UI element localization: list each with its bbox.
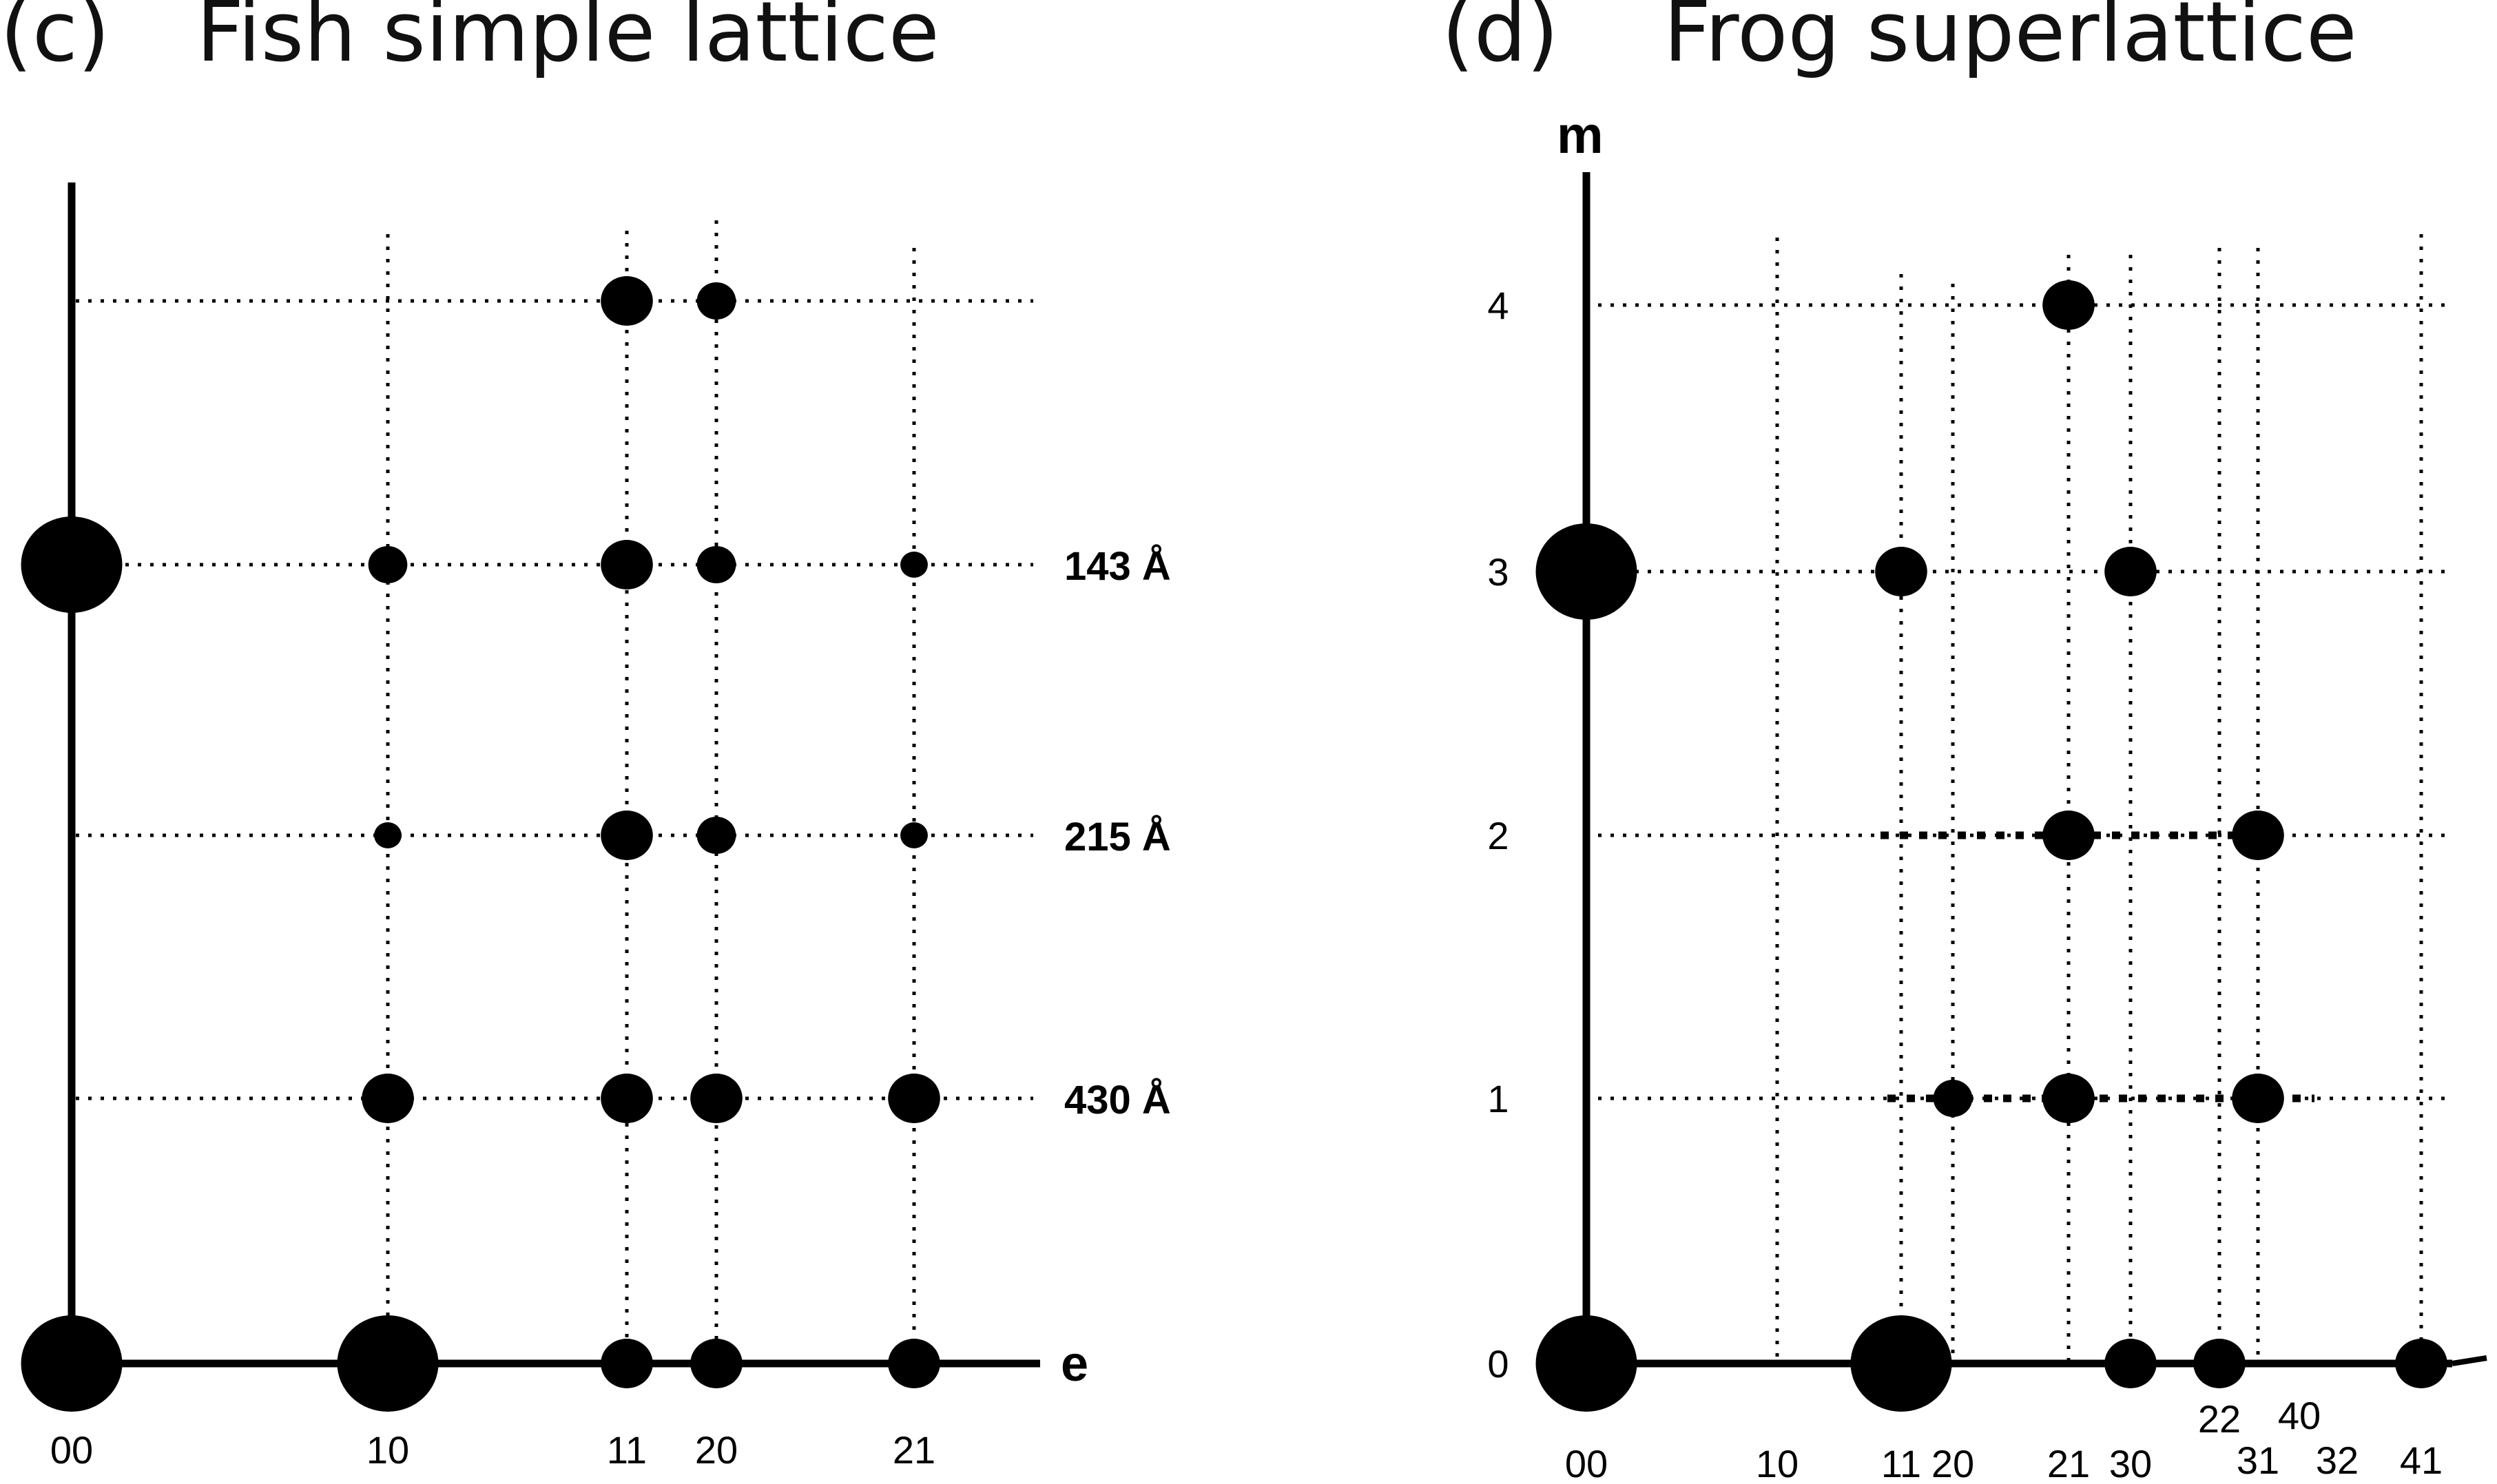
reflection-22-row-0 xyxy=(2193,1339,2246,1388)
column-label-31: 31 xyxy=(2237,1439,2279,1482)
column-label-10: 10 xyxy=(1756,1442,1799,1484)
column-label-40: 40 xyxy=(2278,1394,2321,1437)
reflection-41-row-0 xyxy=(2395,1339,2447,1388)
reflection-11-row-3 xyxy=(601,540,653,589)
reflection-20-row-3 xyxy=(696,546,736,583)
reflection-00-row-0 xyxy=(21,1315,123,1412)
panel-d-letter: (d) xyxy=(1442,0,1559,81)
panel-d-y-axis-label: m xyxy=(1557,106,1604,165)
row-label-1: 1 xyxy=(1487,1077,1509,1120)
reflection-31-row-1 xyxy=(2232,1074,2284,1123)
reflection-11-row-1 xyxy=(601,1074,653,1123)
reflection-30-row-3 xyxy=(2104,547,2157,596)
panel-fish-simple-lattice: (c) Fish simple lattice e 00 10 11 20 21 143… xyxy=(0,0,1171,1472)
panel-c-title: Fish simple lattice xyxy=(196,0,940,81)
reflection-21-row-1 xyxy=(888,1074,940,1123)
reflection-20-row-0 xyxy=(690,1339,743,1388)
column-label-30: 30 xyxy=(2109,1442,2152,1484)
column-label-20: 20 xyxy=(1931,1442,1974,1484)
panel-c-reflections xyxy=(21,276,940,1412)
reflection-21-row-4 xyxy=(2042,280,2095,330)
panel-d-reflections xyxy=(1535,280,2447,1412)
reflection-11-row-0 xyxy=(1850,1315,1952,1412)
panel-d-grid-lines xyxy=(1598,234,2452,1363)
reflection-10-row-2 xyxy=(374,822,402,848)
reflection-11-row-0 xyxy=(601,1339,653,1388)
reflection-21-row-2 xyxy=(900,822,928,848)
column-label-11: 11 xyxy=(1881,1442,1921,1484)
reflection-11-row-4 xyxy=(601,276,653,326)
reflection-30-row-0 xyxy=(2104,1339,2157,1388)
panel-c-spacing-labels: 143 Å 215 Å 430 Å xyxy=(1064,544,1171,1122)
row-label-2: 2 xyxy=(1487,814,1509,857)
reflection-00-row-3 xyxy=(21,516,123,613)
panel-c-column-labels: 00 10 11 20 21 xyxy=(50,1428,935,1472)
spacing-label-row-2: 215 Å xyxy=(1064,815,1171,859)
panel-d-axes: m xyxy=(1557,106,2487,1370)
reflection-11-row-3 xyxy=(1875,547,1927,596)
reflection-21-row-2 xyxy=(2042,811,2095,860)
reflection-00-row-3 xyxy=(1535,523,1637,620)
reflection-20-row-2 xyxy=(696,817,736,854)
panel-c-grid-lines xyxy=(76,220,1033,1363)
column-label-32: 32 xyxy=(2316,1439,2359,1482)
reflection-21-row-1 xyxy=(2042,1074,2095,1123)
panel-d-row-labels: 0 1 2 3 4 xyxy=(1487,284,1509,1386)
reflection-10-row-1 xyxy=(362,1074,414,1123)
column-label-00: 00 xyxy=(50,1428,93,1472)
column-label-10: 10 xyxy=(366,1428,409,1472)
column-label-20: 20 xyxy=(695,1428,738,1472)
row-label-4: 4 xyxy=(1487,284,1509,327)
spacing-label-row-3: 143 Å xyxy=(1064,544,1171,589)
reflection-11-row-2 xyxy=(601,811,653,860)
row-label-3: 3 xyxy=(1487,550,1509,594)
column-label-21: 21 xyxy=(893,1428,935,1472)
panel-c-axes: e xyxy=(68,182,1088,1392)
reflection-20-row-1 xyxy=(1933,1080,1973,1117)
reflection-21-row-3 xyxy=(900,552,928,578)
reflection-20-row-1 xyxy=(690,1074,743,1123)
panel-d-title: Frog superlattice xyxy=(1664,0,2357,81)
panel-c-letter: (c) xyxy=(0,0,110,81)
column-label-22: 22 xyxy=(2198,1397,2241,1441)
reflection-10-row-0 xyxy=(337,1315,439,1412)
column-label-00: 00 xyxy=(1565,1442,1608,1484)
panel-d-axis-arrow-tick xyxy=(2452,1355,2487,1366)
reflection-21-row-0 xyxy=(888,1339,940,1388)
row-label-0: 0 xyxy=(1487,1342,1509,1386)
column-label-11: 11 xyxy=(607,1428,647,1472)
reflection-00-row-0 xyxy=(1535,1315,1637,1412)
reflection-20-row-4 xyxy=(696,282,736,320)
spacing-label-row-1: 430 Å xyxy=(1064,1078,1171,1122)
panel-frog-superlattice: (d) Frog superlattice m 00 10 11 20 21 302231… xyxy=(1442,0,2487,1484)
reflection-10-row-3 xyxy=(368,546,408,583)
reflection-31-row-2 xyxy=(2232,811,2284,860)
column-label-41: 41 xyxy=(2400,1439,2443,1482)
column-label-21: 21 xyxy=(2047,1442,2090,1484)
panel-c-x-axis-label: e xyxy=(1061,1337,1088,1392)
